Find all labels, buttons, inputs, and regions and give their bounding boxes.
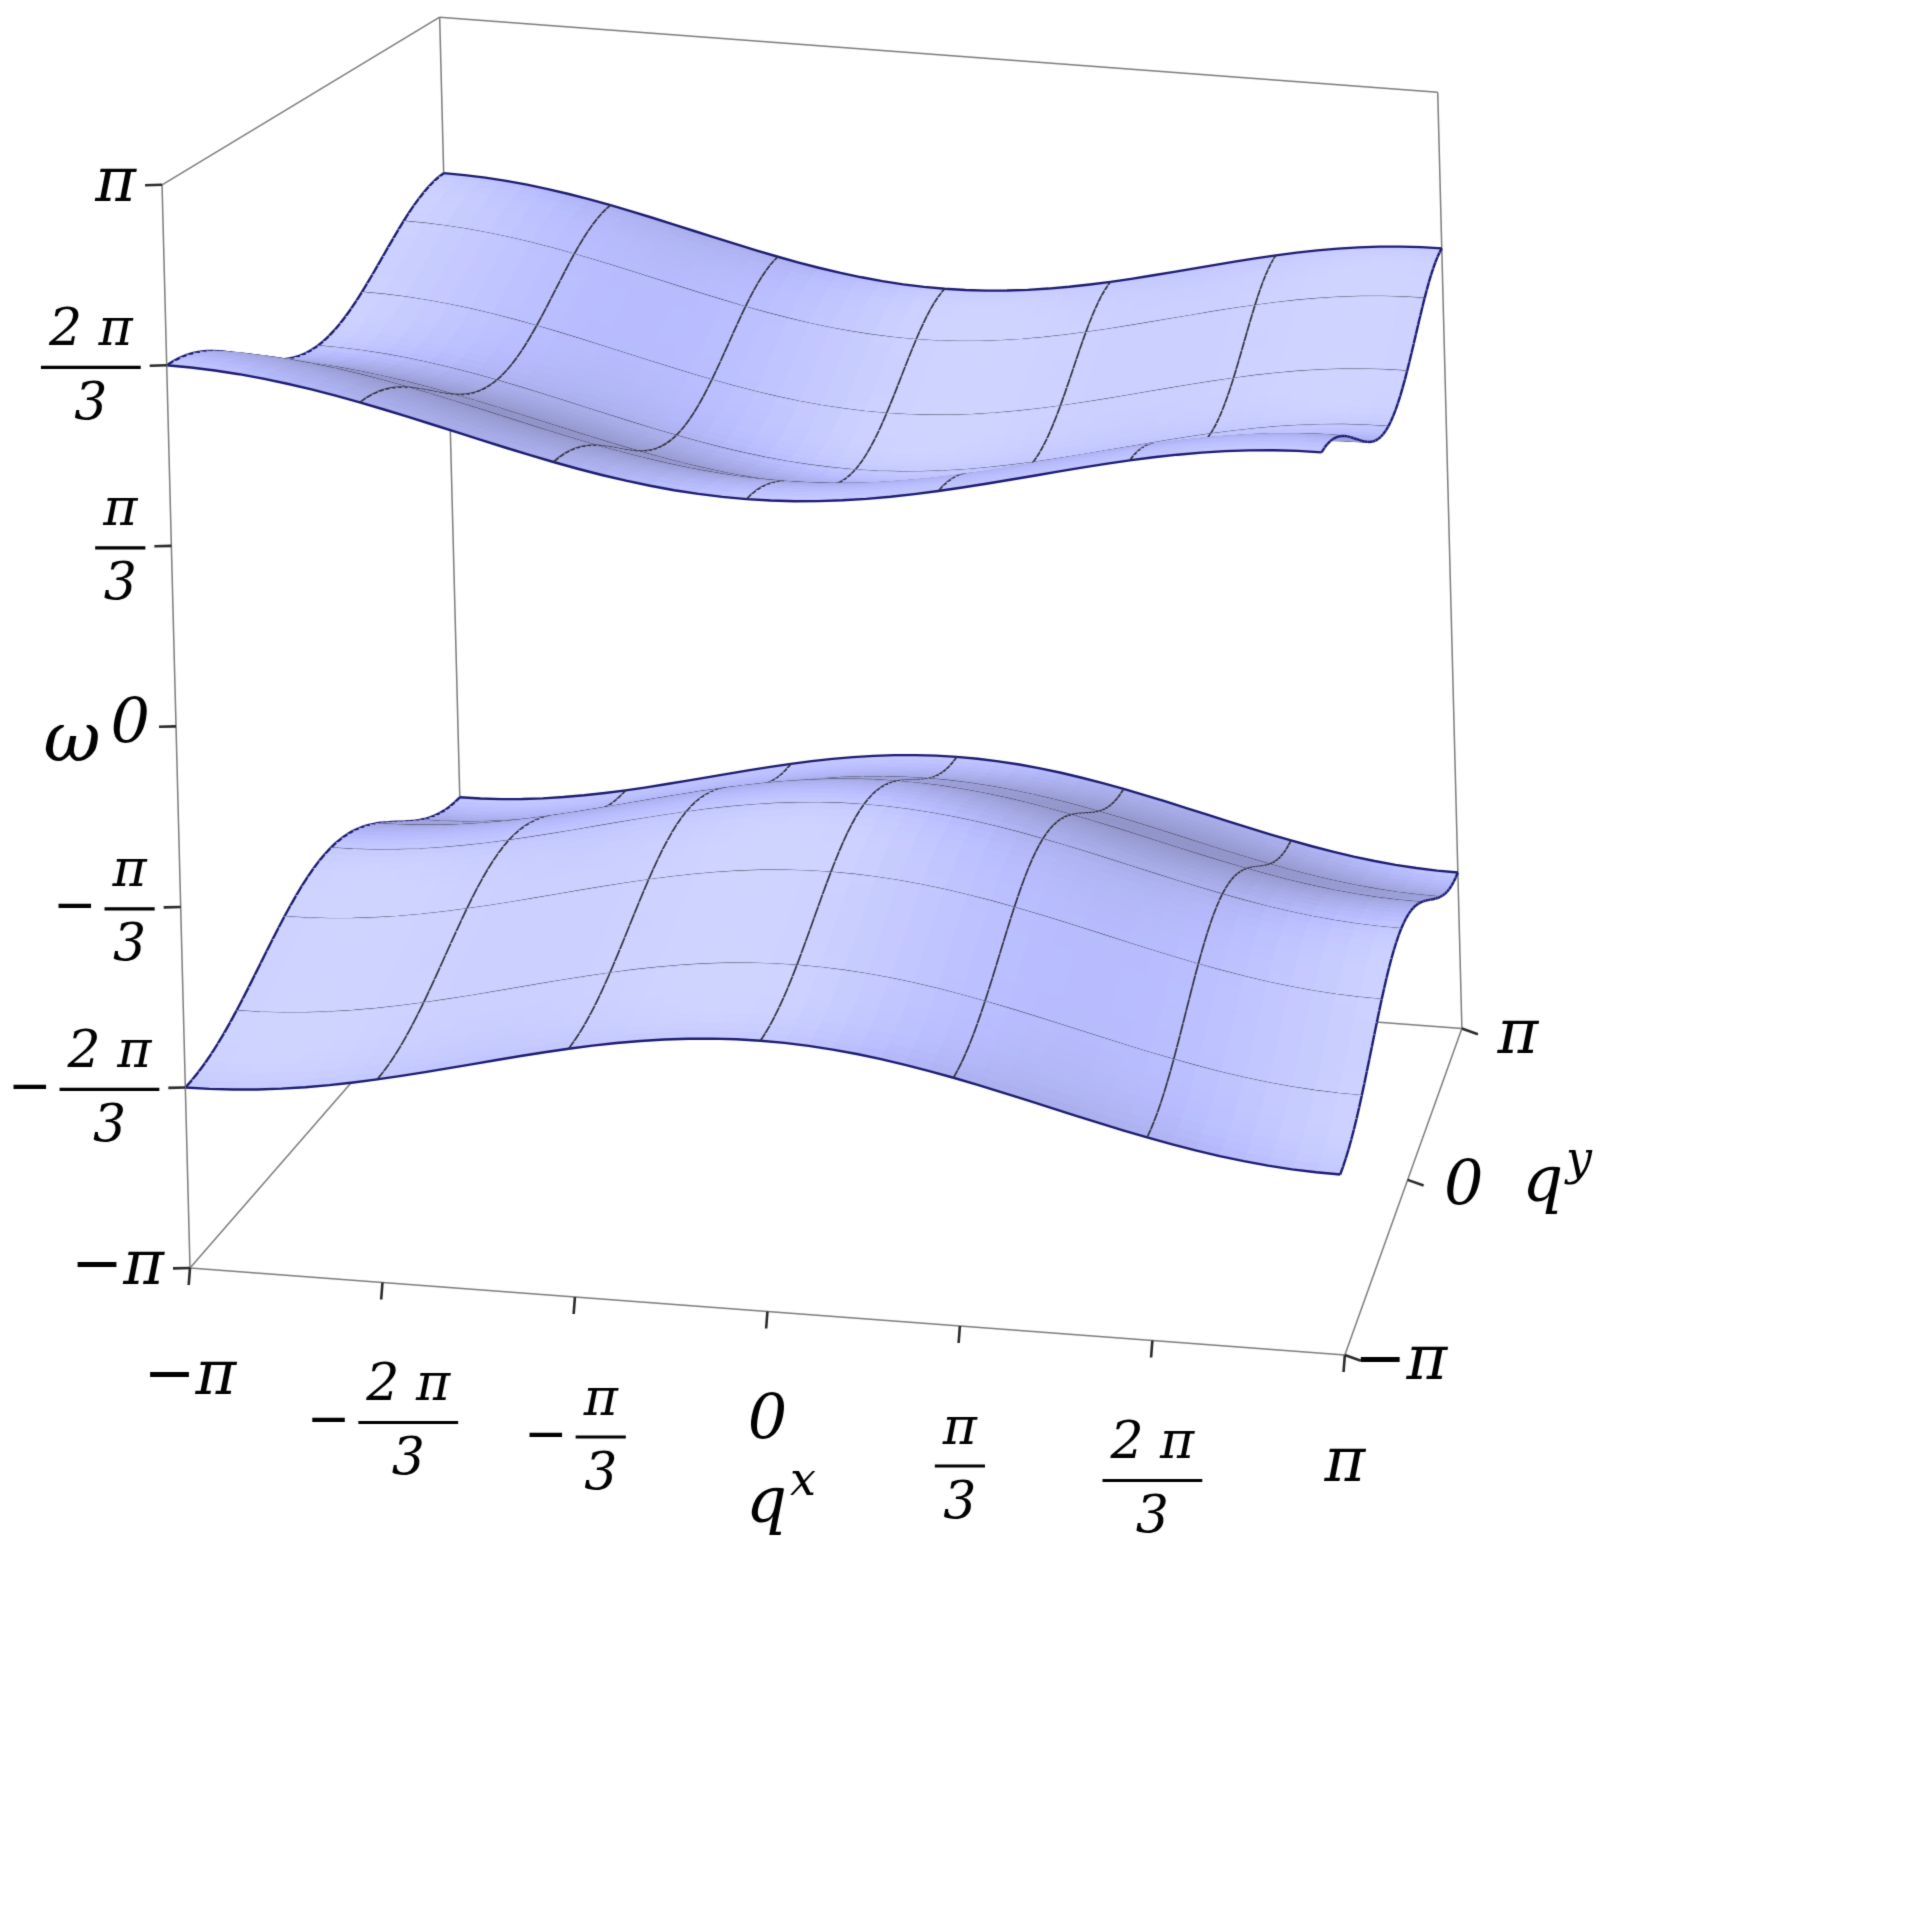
band-structure-figure: ω q q [0,0,1920,1914]
band-structure-3d-plot-canvas [0,0,1920,1914]
